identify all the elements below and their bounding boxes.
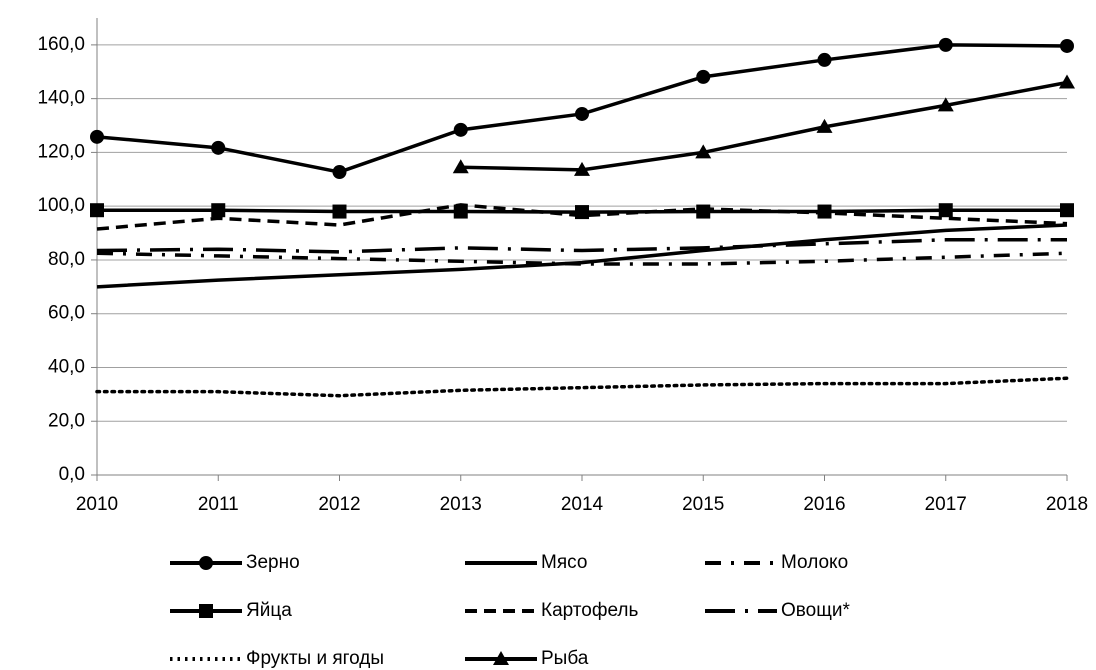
- series-line: [460, 80, 1068, 172]
- legend-label: Яйца: [246, 600, 292, 621]
- legend-label: Овощи*: [781, 600, 850, 621]
- x-tick-label: 2018: [1046, 494, 1088, 515]
- data-point: [452, 159, 469, 174]
- legend-label: Молоко: [781, 552, 848, 573]
- data-point: [211, 140, 226, 155]
- y-tick-label: 100,0: [37, 195, 85, 216]
- legend-label: Рыба: [541, 648, 589, 669]
- data-point: [453, 204, 468, 219]
- data-point: [211, 203, 226, 218]
- data-point: [332, 204, 347, 219]
- x-tick-label: 2013: [440, 494, 482, 515]
- data-point: [1059, 74, 1075, 89]
- data-point: [816, 118, 833, 133]
- data-point: [938, 37, 953, 52]
- x-tick-label: 2010: [76, 494, 118, 515]
- legend-marker: [199, 604, 213, 618]
- series-line: [96, 238, 1067, 254]
- y-tick-label: 160,0: [37, 34, 85, 55]
- legend-marker: [493, 651, 509, 665]
- y-tick-label: 20,0: [48, 410, 85, 431]
- series-line: [96, 251, 1068, 266]
- data-point: [332, 165, 347, 180]
- legend-label: Зерно: [246, 552, 300, 573]
- y-tick-label: 60,0: [48, 303, 85, 324]
- legend-label: Мясо: [541, 552, 587, 573]
- data-point: [695, 144, 712, 159]
- y-tick-label: 40,0: [48, 356, 85, 377]
- data-point: [937, 97, 954, 112]
- data-point: [696, 204, 711, 219]
- series-line: [96, 223, 1068, 289]
- data-point: [574, 161, 590, 176]
- y-tick-label: 0,0: [59, 464, 85, 485]
- data-point: [938, 203, 953, 218]
- legend-label: Картофель: [541, 600, 638, 621]
- x-tick-label: 2014: [561, 494, 604, 515]
- data-point: [90, 203, 104, 218]
- x-tick-label: 2012: [318, 494, 360, 515]
- series-line: [95, 376, 1069, 398]
- legend-marker: [199, 556, 213, 570]
- data-point: [575, 106, 589, 121]
- data-point: [575, 205, 589, 220]
- x-tick-label: 2016: [803, 494, 845, 515]
- x-tick-label: 2017: [925, 494, 967, 515]
- data-point: [696, 69, 711, 84]
- data-point: [453, 122, 468, 137]
- y-tick-label: 140,0: [37, 88, 85, 109]
- y-tick-label: 120,0: [37, 141, 85, 162]
- data-point: [817, 52, 832, 67]
- x-tick-label: 2011: [198, 494, 239, 515]
- data-point: [90, 129, 104, 144]
- series-line: [96, 203, 1068, 231]
- data-point: [1060, 38, 1074, 53]
- data-point: [1060, 203, 1074, 218]
- legend-label: Фрукты и ягоды: [246, 648, 384, 669]
- x-tick-label: 2015: [682, 494, 724, 515]
- y-tick-label: 80,0: [48, 249, 85, 270]
